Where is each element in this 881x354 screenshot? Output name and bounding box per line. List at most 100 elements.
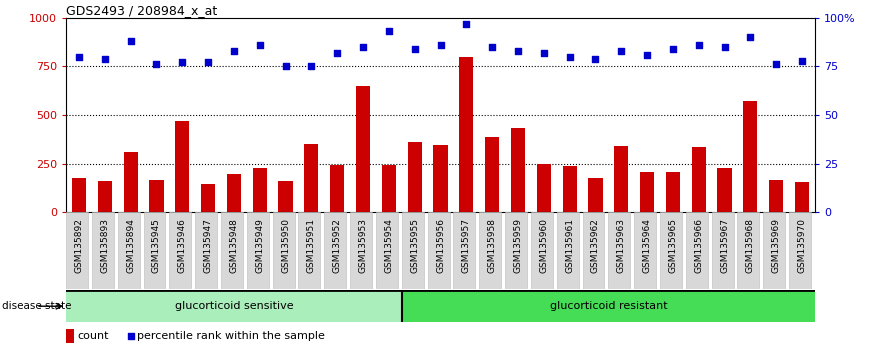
Text: GSM135961: GSM135961 [565,218,574,273]
Bar [795,182,809,212]
Bar [744,101,758,212]
Bar [92,212,114,289]
Point [356,44,370,50]
Bar [253,168,267,212]
Point [511,48,525,53]
Text: GDS2493 / 208984_x_at: GDS2493 / 208984_x_at [66,4,218,17]
Bar [402,212,424,289]
Text: GSM135951: GSM135951 [307,218,316,273]
Text: GSM135965: GSM135965 [669,218,677,273]
Point [614,48,628,53]
Text: GSM135949: GSM135949 [255,218,264,273]
Text: GSM135958: GSM135958 [488,218,497,273]
Text: glucorticoid sensitive: glucorticoid sensitive [174,301,293,311]
Bar [433,145,448,212]
Text: count: count [78,331,109,341]
Text: GSM135963: GSM135963 [617,218,626,273]
Point [123,38,137,44]
Bar [402,290,815,322]
Text: GSM135950: GSM135950 [281,218,290,273]
Bar [427,212,449,289]
Bar [221,212,243,289]
Bar [712,212,734,289]
Text: glucorticoid resistant: glucorticoid resistant [550,301,667,311]
Text: GSM135967: GSM135967 [720,218,729,273]
Bar [350,212,372,289]
Bar [381,165,396,212]
Bar [537,164,551,212]
Bar [123,152,137,212]
Bar [150,180,164,212]
Bar [175,121,189,212]
Point [98,56,112,62]
Point [72,54,86,59]
Bar [769,180,783,212]
Bar [356,86,370,212]
Point [381,29,396,34]
Point [744,34,758,40]
Point [408,46,422,52]
Bar [485,137,500,212]
Bar [505,212,527,289]
Bar [531,212,553,289]
Point [433,42,448,48]
Bar [66,212,88,289]
Bar [169,212,191,289]
Point [227,48,241,53]
Text: GSM135954: GSM135954 [384,218,393,273]
Bar [582,212,604,289]
Text: GSM135953: GSM135953 [359,218,367,273]
Bar [66,329,74,343]
Point [717,44,731,50]
Text: GSM135960: GSM135960 [539,218,548,273]
Text: GSM135964: GSM135964 [642,218,652,273]
Point [485,44,500,50]
Bar [717,168,731,212]
Point [304,64,318,69]
Text: GSM135947: GSM135947 [204,218,212,273]
Bar [609,212,630,289]
Text: GSM135957: GSM135957 [462,218,470,273]
Bar [98,181,112,212]
Point [278,64,292,69]
Bar [557,212,579,289]
Bar [454,212,476,289]
Point [201,59,215,65]
Point [459,21,473,27]
Bar [763,212,785,289]
Point [666,46,680,52]
Text: GSM135893: GSM135893 [100,218,109,273]
Bar [324,212,346,289]
Bar [376,212,398,289]
Bar [201,184,215,212]
Bar [118,212,140,289]
Bar [66,290,402,322]
Text: GSM135956: GSM135956 [436,218,445,273]
Point [795,58,809,63]
Point [876,205,881,210]
Bar [692,147,706,212]
Point [589,56,603,62]
Bar [330,165,344,212]
Text: GSM135946: GSM135946 [178,218,187,273]
Point [769,62,783,67]
Bar [144,212,166,289]
Text: GSM135968: GSM135968 [746,218,755,273]
Text: GSM135894: GSM135894 [126,218,135,273]
Bar [640,172,655,212]
Point [253,42,267,48]
Bar [479,212,501,289]
Bar [72,178,86,212]
Text: GSM135948: GSM135948 [229,218,239,273]
Text: GSM135955: GSM135955 [411,218,419,273]
Bar [562,166,577,212]
Text: GSM135970: GSM135970 [797,218,806,273]
Bar [299,212,321,289]
Bar [408,142,422,212]
Bar [589,178,603,212]
Point [537,50,551,56]
Bar [511,128,525,212]
Bar [789,212,811,289]
Text: GSM135892: GSM135892 [75,218,84,273]
Bar [278,181,292,212]
